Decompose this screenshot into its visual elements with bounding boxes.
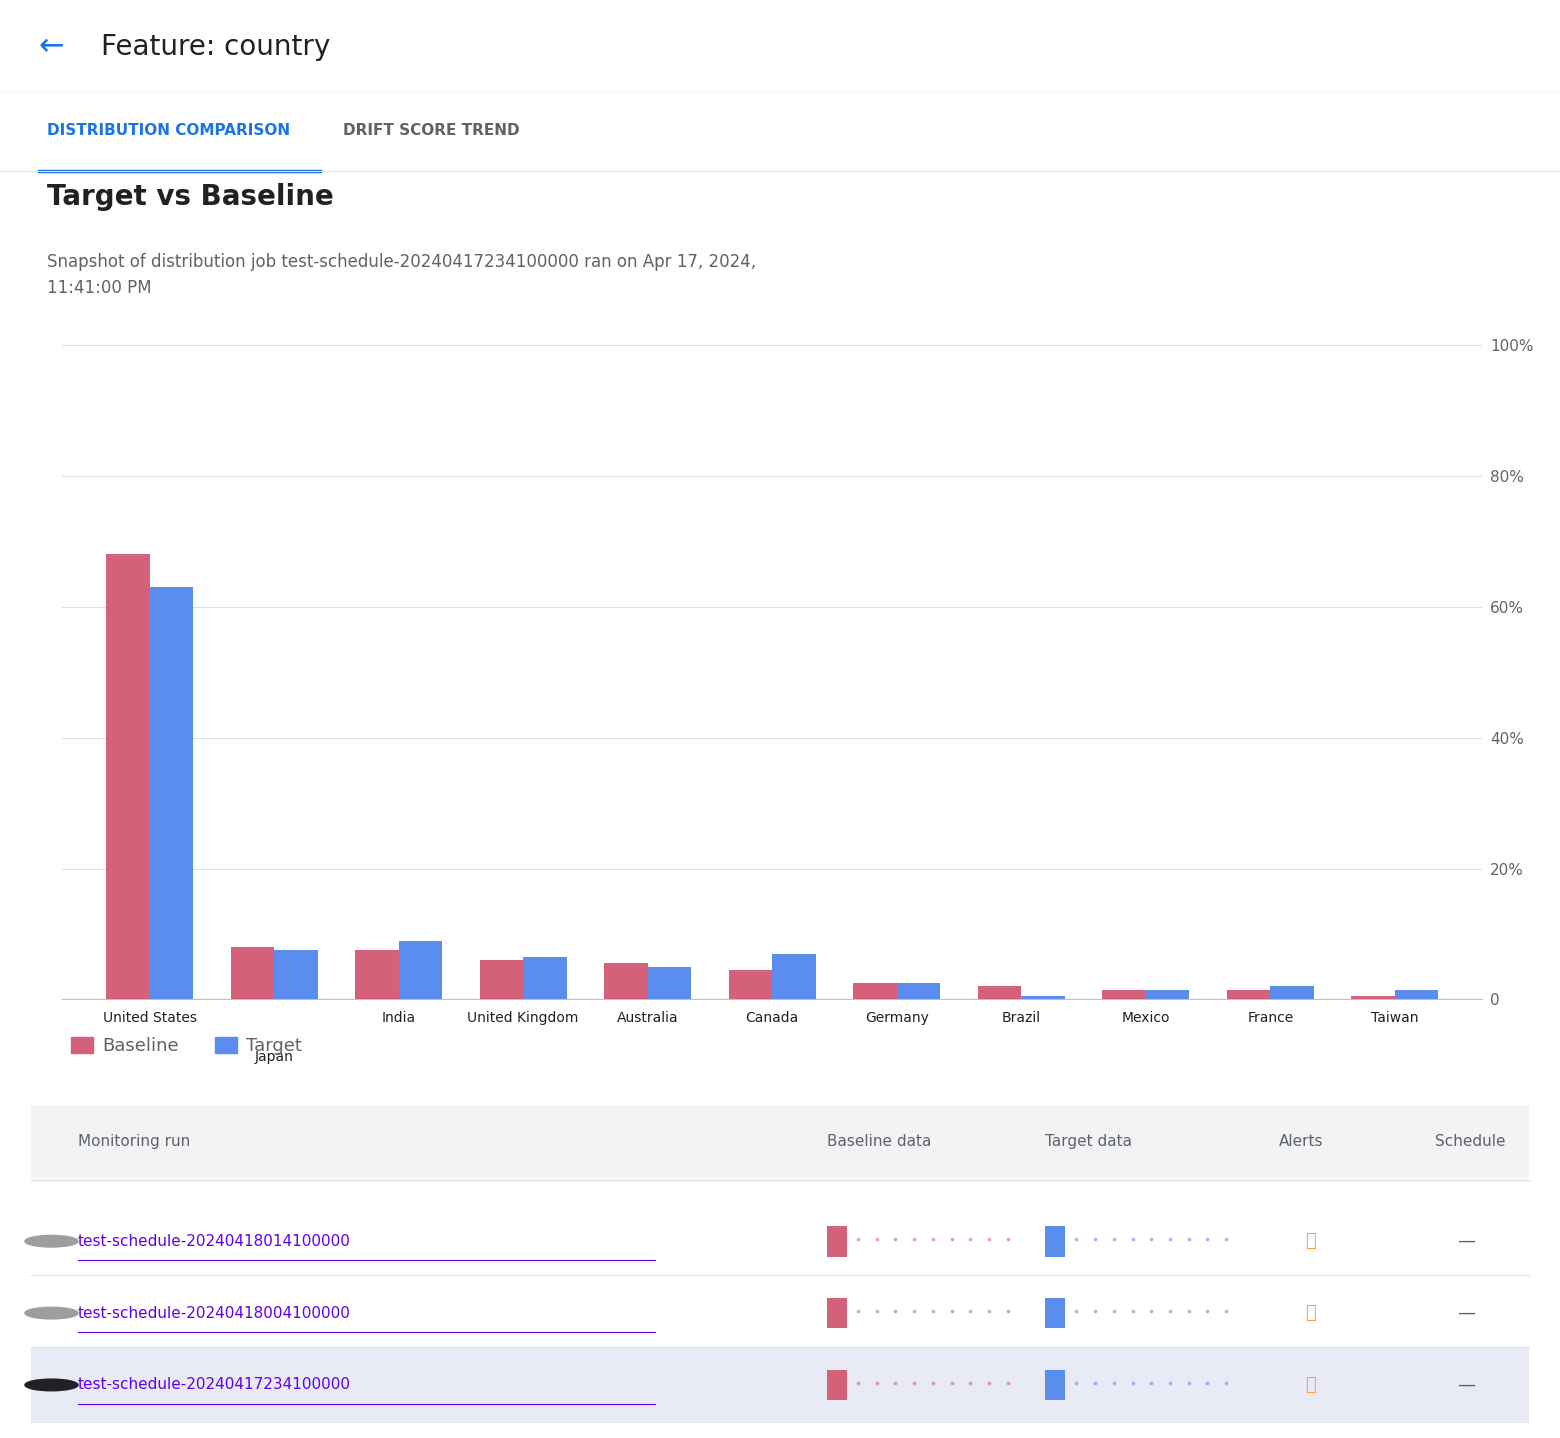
Text: test-schedule-20240418014100000: test-schedule-20240418014100000 (78, 1234, 351, 1248)
Bar (827, 1369, 847, 1401)
Bar (604, 963, 647, 999)
Text: —: — (1457, 1304, 1476, 1322)
Text: —: — (1457, 1232, 1476, 1250)
Bar (1145, 989, 1189, 999)
Bar (399, 940, 441, 999)
Text: 🔔: 🔔 (1306, 1232, 1315, 1250)
Text: Snapshot of distribution job test-schedule-20240417234100000 ran on Apr 17, 2024: Snapshot of distribution job test-schedu… (47, 253, 757, 298)
Bar (106, 555, 150, 999)
Bar (1045, 1297, 1065, 1329)
Circle shape (25, 1307, 78, 1319)
Bar (523, 956, 566, 999)
Text: Alerts: Alerts (1279, 1135, 1324, 1149)
Bar (729, 971, 772, 999)
Bar (897, 984, 941, 999)
Bar (827, 1297, 847, 1329)
Text: Feature: country: Feature: country (101, 33, 331, 60)
Bar (1226, 989, 1270, 999)
Text: 🔔: 🔔 (1306, 1304, 1315, 1322)
Bar (1045, 1225, 1065, 1257)
Bar (31, 1347, 1529, 1422)
Text: DRIFT SCORE TREND: DRIFT SCORE TREND (343, 122, 519, 138)
Text: Baseline data: Baseline data (827, 1135, 931, 1149)
Bar (772, 953, 816, 999)
Bar (827, 1225, 847, 1257)
Bar (231, 948, 275, 999)
Bar (1103, 989, 1145, 999)
Text: 🔔: 🔔 (1306, 1376, 1315, 1393)
Bar (647, 966, 691, 999)
Legend: Baseline, Target: Baseline, Target (72, 1037, 301, 1055)
Bar (1395, 989, 1438, 999)
Bar (150, 587, 193, 999)
Text: Target data: Target data (1045, 1135, 1133, 1149)
Text: —: — (1457, 1376, 1476, 1393)
Bar (1022, 997, 1065, 999)
Text: ←: ← (39, 32, 64, 62)
Bar (1270, 986, 1314, 999)
Text: test-schedule-20240418004100000: test-schedule-20240418004100000 (78, 1306, 351, 1320)
Bar (853, 984, 897, 999)
Bar (275, 951, 318, 999)
Text: Target vs Baseline: Target vs Baseline (47, 183, 334, 211)
Bar (1045, 1369, 1065, 1401)
Text: Schedule: Schedule (1435, 1135, 1505, 1149)
Bar (978, 986, 1022, 999)
Text: test-schedule-20240417234100000: test-schedule-20240417234100000 (78, 1378, 351, 1392)
Text: DISTRIBUTION COMPARISON: DISTRIBUTION COMPARISON (47, 122, 290, 138)
Bar (356, 951, 399, 999)
Text: Monitoring run: Monitoring run (78, 1135, 190, 1149)
Circle shape (25, 1235, 78, 1247)
Circle shape (25, 1379, 78, 1391)
Bar (479, 961, 523, 999)
Bar (31, 1106, 1529, 1178)
Bar (1351, 997, 1395, 999)
